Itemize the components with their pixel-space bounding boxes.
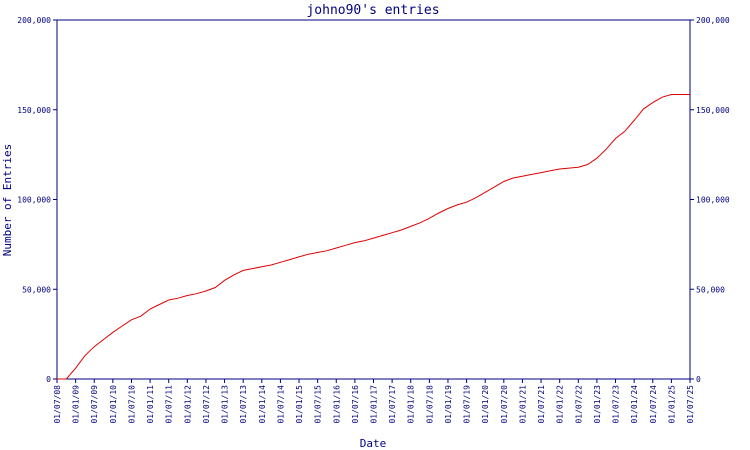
x-tick-label: 01/01/17 [370, 385, 379, 424]
y-tick-label-right: 200,000 [696, 16, 730, 25]
x-tick-label: 01/07/17 [388, 385, 397, 424]
y-axis: 0 0 50,000 50,000 100,000 100,000 150,000 150,0… [17, 16, 730, 384]
y-tick-label-left: 150,000 [17, 106, 51, 115]
x-axis: 01/07/08 01/01/09 01/07/09 01/01/10 01/07/10… [53, 379, 695, 424]
x-tick-label: 01/01/10 [109, 385, 118, 424]
y-axis-label: Number of Entries [1, 144, 14, 257]
x-tick-label: 01/01/09 [72, 385, 81, 424]
y-tick-label-right: 100,000 [696, 196, 730, 205]
x-tick-label: 01/01/22 [556, 385, 565, 424]
x-tick-label: 01/07/20 [500, 385, 509, 424]
x-tick-label: 01/01/23 [593, 385, 602, 424]
x-tick-label: 01/07/23 [612, 385, 621, 424]
chart-title: johno90's entries [306, 3, 439, 18]
y-tick-label-right: 50,000 [696, 285, 725, 294]
x-tick-label: 01/01/25 [667, 385, 676, 424]
x-tick-label: 01/07/08 [53, 385, 62, 424]
y-tick-label-left: 200,000 [17, 16, 51, 25]
x-tick-label: 01/07/10 [127, 385, 136, 424]
x-tick-label: 01/01/21 [518, 385, 527, 424]
x-tick-label: 01/07/25 [686, 385, 695, 424]
x-tick-label: 01/01/19 [444, 385, 453, 424]
x-tick-label: 01/07/14 [276, 385, 285, 424]
x-tick-label: 01/07/22 [574, 385, 583, 424]
x-tick-label: 01/07/16 [351, 385, 360, 424]
x-tick-label: 01/07/12 [202, 385, 211, 424]
x-tick-label: 01/01/14 [258, 385, 267, 424]
x-tick-label: 01/07/15 [314, 385, 323, 424]
y-tick-label-left: 50,000 [22, 285, 51, 294]
x-tick-label: 01/07/11 [165, 385, 174, 424]
x-tick-label: 01/07/19 [463, 385, 472, 424]
x-tick-label: 01/07/09 [90, 385, 99, 424]
y-tick-label-right: 150,000 [696, 106, 730, 115]
x-axis-label: Date [360, 437, 387, 450]
x-tick-label: 01/07/21 [537, 385, 546, 424]
x-tick-label: 01/01/16 [332, 385, 341, 424]
x-tick-label: 01/01/24 [630, 385, 639, 424]
x-tick-label: 01/01/13 [221, 385, 230, 424]
plot-frame [56, 19, 691, 380]
y-tick-label-right: 0 [696, 375, 701, 384]
x-tick-label: 01/01/11 [146, 385, 155, 424]
x-tick-label: 01/01/20 [481, 385, 490, 424]
y-tick-label-left: 0 [46, 375, 51, 384]
x-tick-label: 01/01/12 [183, 385, 192, 424]
x-tick-label: 01/07/24 [649, 385, 658, 424]
series-line [57, 94, 690, 380]
y-tick-label-left: 100,000 [17, 196, 51, 205]
x-tick-label: 01/07/18 [425, 385, 434, 424]
x-tick-label: 01/01/15 [295, 385, 304, 424]
x-tick-label: 01/07/13 [239, 385, 248, 424]
x-tick-label: 01/01/18 [407, 385, 416, 424]
